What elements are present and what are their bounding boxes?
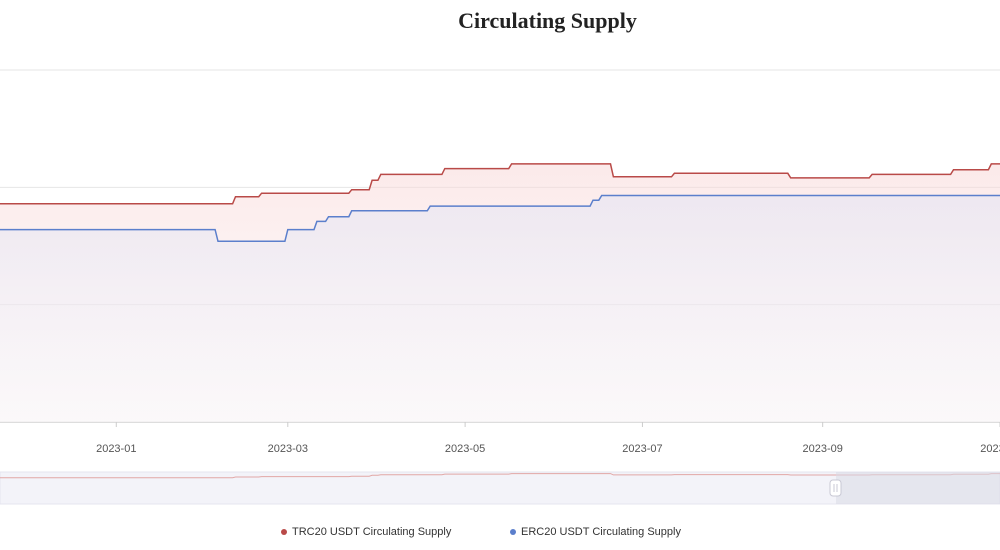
- legend-label-trc20: TRC20 USDT Circulating Supply: [292, 526, 452, 538]
- legend-item-erc20[interactable]: ERC20 USDT Circulating Supply: [510, 526, 681, 538]
- legend-label-erc20: ERC20 USDT Circulating Supply: [521, 526, 681, 538]
- x-tick-label: 2023-11: [980, 443, 1000, 455]
- series-areas: [0, 163, 1000, 422]
- series-erc20-area: [0, 195, 1000, 422]
- x-tick-label: 2023-01: [96, 443, 136, 455]
- x-tick-label: 2023-07: [622, 443, 662, 455]
- series-trc20-line[interactable]: [0, 163, 1000, 205]
- x-tick-label: 2023-05: [445, 443, 485, 455]
- x-tick-label: 2023-09: [802, 443, 842, 455]
- legend-item-trc20[interactable]: TRC20 USDT Circulating Supply: [281, 526, 451, 538]
- series-lines: [0, 163, 1000, 243]
- zoom-window[interactable]: [836, 472, 1000, 504]
- zoom-handle-left[interactable]: [829, 479, 842, 497]
- legend: TRC20 USDT Circulating Supply ERC20 USDT…: [0, 526, 1000, 542]
- series-erc20-line[interactable]: [0, 194, 1000, 243]
- chart-canvas: 2023-01 2023-03 2023-05 2023-07 2023-09 2023-…: [0, 69, 1000, 505]
- legend-dot-trc20: [281, 529, 287, 535]
- x-axis: 2023-01 2023-03 2023-05 2023-07 2023-09 2023-…: [0, 422, 1000, 455]
- x-tick-label: 2023-03: [268, 443, 308, 455]
- chart-title: Circulating Supply: [458, 8, 637, 33]
- data-zoom-slider[interactable]: [0, 471, 1000, 505]
- legend-dot-erc20: [510, 529, 516, 535]
